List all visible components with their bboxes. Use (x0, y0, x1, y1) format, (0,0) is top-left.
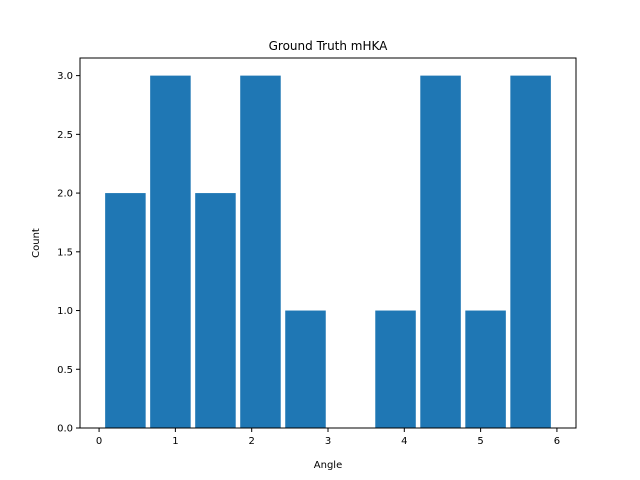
x-tick-label: 6 (554, 436, 560, 447)
x-axis-ticks: 0 1 2 3 4 5 6 (96, 428, 560, 447)
histogram-bar (465, 310, 506, 428)
histogram-bar (510, 75, 551, 429)
histogram-bar (150, 75, 191, 429)
x-tick-label: 4 (401, 436, 407, 447)
histogram-bar (195, 193, 236, 428)
y-tick-label: 2.0 (57, 189, 73, 200)
histogram-bar (240, 75, 281, 429)
x-tick-label: 2 (249, 436, 255, 447)
x-tick-label: 1 (172, 436, 178, 447)
histogram-bar (105, 193, 146, 428)
x-axis-label: Angle (314, 460, 342, 471)
bars-group (105, 75, 551, 429)
y-tick-label: 1.0 (57, 306, 73, 317)
y-tick-label: 3.0 (57, 71, 73, 82)
y-axis-ticks: 0.0 0.5 1.0 1.5 2.0 2.5 3.0 (57, 71, 80, 435)
histogram-bar (420, 75, 461, 429)
y-tick-label: 0.0 (57, 424, 73, 435)
y-tick-label: 0.5 (57, 365, 73, 376)
histogram-bar (375, 310, 416, 428)
y-tick-label: 1.5 (57, 247, 73, 258)
x-tick-label: 3 (325, 436, 331, 447)
y-axis-label: Count (31, 228, 42, 258)
histogram-bar (285, 310, 326, 428)
x-tick-label: 5 (477, 436, 483, 447)
x-tick-label: 0 (96, 436, 102, 447)
y-tick-label: 2.5 (57, 130, 73, 141)
chart-title: Ground Truth mHKA (269, 39, 389, 53)
